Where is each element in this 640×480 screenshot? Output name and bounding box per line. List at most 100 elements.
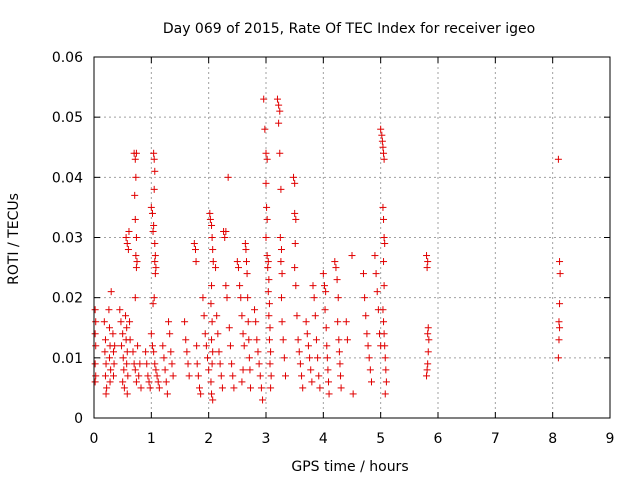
data-point xyxy=(208,390,216,398)
data-point xyxy=(132,264,140,272)
data-point xyxy=(380,149,388,157)
data-point xyxy=(291,240,299,248)
data-point xyxy=(254,348,262,356)
data-point xyxy=(240,342,248,350)
data-point xyxy=(236,282,244,290)
data-point xyxy=(252,318,260,326)
data-point xyxy=(337,384,345,392)
data-point xyxy=(277,294,285,302)
data-point xyxy=(201,330,209,338)
data-point xyxy=(380,155,388,163)
data-point xyxy=(325,390,333,398)
chart-title: Day 069 of 2015, Rate Of TEC Index for r… xyxy=(163,21,535,37)
data-point xyxy=(349,390,357,398)
data-point xyxy=(424,324,432,332)
data-point xyxy=(247,384,255,392)
data-point xyxy=(215,348,223,356)
data-point xyxy=(319,270,327,278)
data-point xyxy=(119,378,127,386)
data-point xyxy=(207,378,215,386)
data-point xyxy=(102,390,110,398)
data-point xyxy=(101,348,109,356)
data-point xyxy=(166,330,174,338)
data-point xyxy=(159,342,167,350)
data-point xyxy=(126,318,134,326)
data-point xyxy=(259,396,267,404)
data-point xyxy=(131,215,139,223)
data-point xyxy=(337,372,345,380)
data-point xyxy=(228,360,236,368)
data-point xyxy=(554,354,562,362)
data-point xyxy=(151,258,159,266)
data-point xyxy=(324,366,332,374)
data-point xyxy=(142,348,150,356)
data-point xyxy=(132,378,140,386)
data-point xyxy=(123,390,131,398)
data-point xyxy=(359,270,367,278)
data-point xyxy=(324,378,332,386)
x-tick-label: 0 xyxy=(90,431,99,447)
x-tick-label: 4 xyxy=(319,431,328,447)
data-point xyxy=(267,384,275,392)
data-point xyxy=(265,312,273,320)
data-point xyxy=(556,270,564,278)
data-point xyxy=(380,282,388,290)
data-point xyxy=(136,360,144,368)
data-point xyxy=(212,264,220,272)
data-point xyxy=(275,119,283,127)
data-point xyxy=(242,246,250,254)
y-tick-label: 0.03 xyxy=(52,231,83,247)
data-point xyxy=(304,342,312,350)
data-point xyxy=(555,318,563,326)
data-point xyxy=(165,318,173,326)
x-tick-label: 6 xyxy=(434,431,443,447)
data-point xyxy=(251,306,259,314)
data-point xyxy=(163,390,171,398)
data-point xyxy=(262,179,270,187)
data-point xyxy=(184,360,192,368)
data-point xyxy=(105,354,113,362)
data-point xyxy=(209,348,217,356)
data-point xyxy=(169,372,177,380)
data-point xyxy=(308,378,316,386)
data-point xyxy=(291,179,299,187)
data-point xyxy=(197,390,205,398)
data-point xyxy=(151,360,159,368)
data-point xyxy=(265,300,273,308)
data-point xyxy=(148,209,156,217)
data-point xyxy=(322,324,330,332)
data-point xyxy=(333,276,341,284)
data-point xyxy=(266,360,274,368)
data-point xyxy=(311,312,319,320)
x-tick-label: 7 xyxy=(491,431,500,447)
data-point xyxy=(195,384,203,392)
data-point xyxy=(92,342,100,350)
y-tick-label: 0.05 xyxy=(52,110,83,126)
data-point xyxy=(306,354,314,362)
data-point xyxy=(238,312,246,320)
data-point xyxy=(129,348,137,356)
data-point xyxy=(367,378,375,386)
data-point xyxy=(208,360,216,368)
data-point xyxy=(109,330,117,338)
data-point xyxy=(278,318,286,326)
data-point xyxy=(555,336,563,344)
data-point xyxy=(155,384,163,392)
data-point xyxy=(378,137,386,145)
data-point xyxy=(295,348,303,356)
data-point xyxy=(381,390,389,398)
data-point xyxy=(100,318,108,326)
data-point xyxy=(293,312,301,320)
data-point xyxy=(303,330,311,338)
data-point xyxy=(144,372,152,380)
data-point xyxy=(371,252,379,260)
data-point xyxy=(245,354,253,362)
data-point xyxy=(119,354,127,362)
data-point xyxy=(260,95,268,103)
data-point xyxy=(126,336,134,344)
data-point xyxy=(264,264,272,272)
data-point xyxy=(147,203,155,211)
data-point xyxy=(299,384,307,392)
data-point xyxy=(106,378,114,386)
